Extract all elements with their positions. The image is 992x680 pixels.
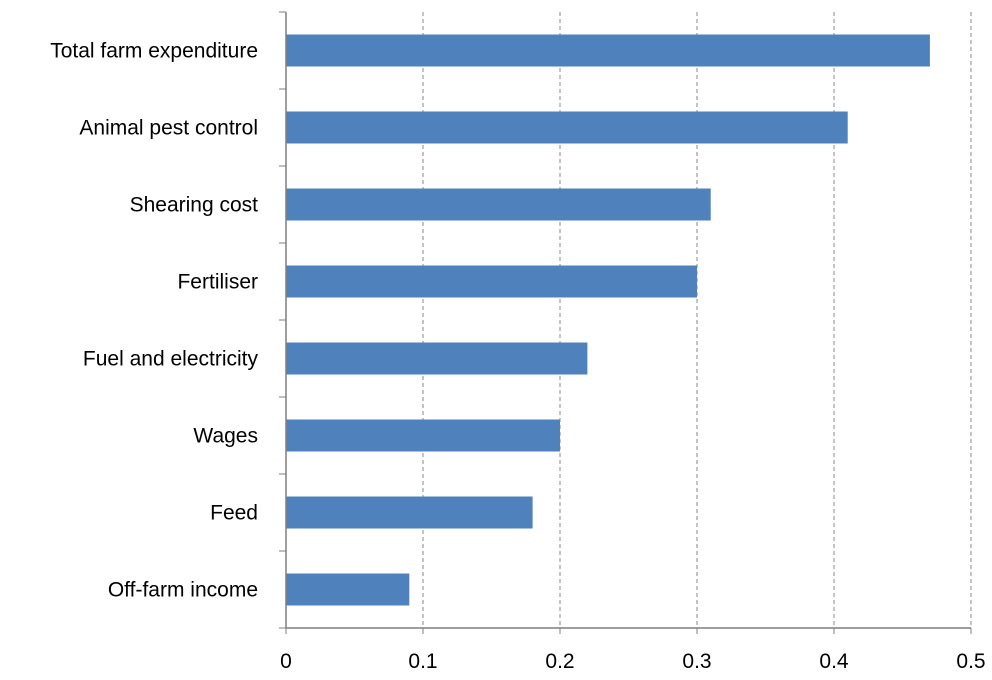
x-tick-label: 0.3 bbox=[682, 650, 711, 673]
axes bbox=[279, 11, 972, 634]
bar-fertiliser bbox=[286, 265, 697, 298]
bar-off-farm-income bbox=[286, 573, 410, 606]
x-tick-label: 0 bbox=[280, 650, 292, 673]
bar-shearing-cost bbox=[286, 188, 711, 221]
category-label: Wages bbox=[193, 425, 258, 448]
category-label: Shearing cost bbox=[130, 194, 259, 217]
category-label: Total farm expenditure bbox=[50, 40, 258, 63]
category-label: Fuel and electricity bbox=[83, 348, 259, 371]
category-label: Off-farm income bbox=[108, 579, 258, 602]
category-label: Animal pest control bbox=[79, 117, 258, 140]
category-label: Feed bbox=[210, 502, 258, 525]
x-tick-label: 0.4 bbox=[819, 650, 849, 673]
x-tick-label: 0.2 bbox=[545, 650, 574, 673]
bars bbox=[286, 34, 930, 606]
category-labels: Total farm expenditure Animal pest contro… bbox=[50, 40, 258, 602]
x-tick-labels: 0 0.1 0.2 0.3 0.4 0.5 bbox=[280, 650, 985, 673]
category-label: Fertiliser bbox=[177, 271, 258, 294]
bar-total-farm-expenditure bbox=[286, 34, 930, 67]
x-tick-label: 0.1 bbox=[408, 650, 437, 673]
bar-wages bbox=[286, 419, 560, 452]
bar-animal-pest-control bbox=[286, 111, 848, 144]
grid-lines bbox=[422, 12, 972, 628]
bar-feed bbox=[286, 496, 533, 529]
x-tick-label: 0.5 bbox=[956, 650, 985, 673]
bar-fuel-and-electricity bbox=[286, 342, 588, 375]
